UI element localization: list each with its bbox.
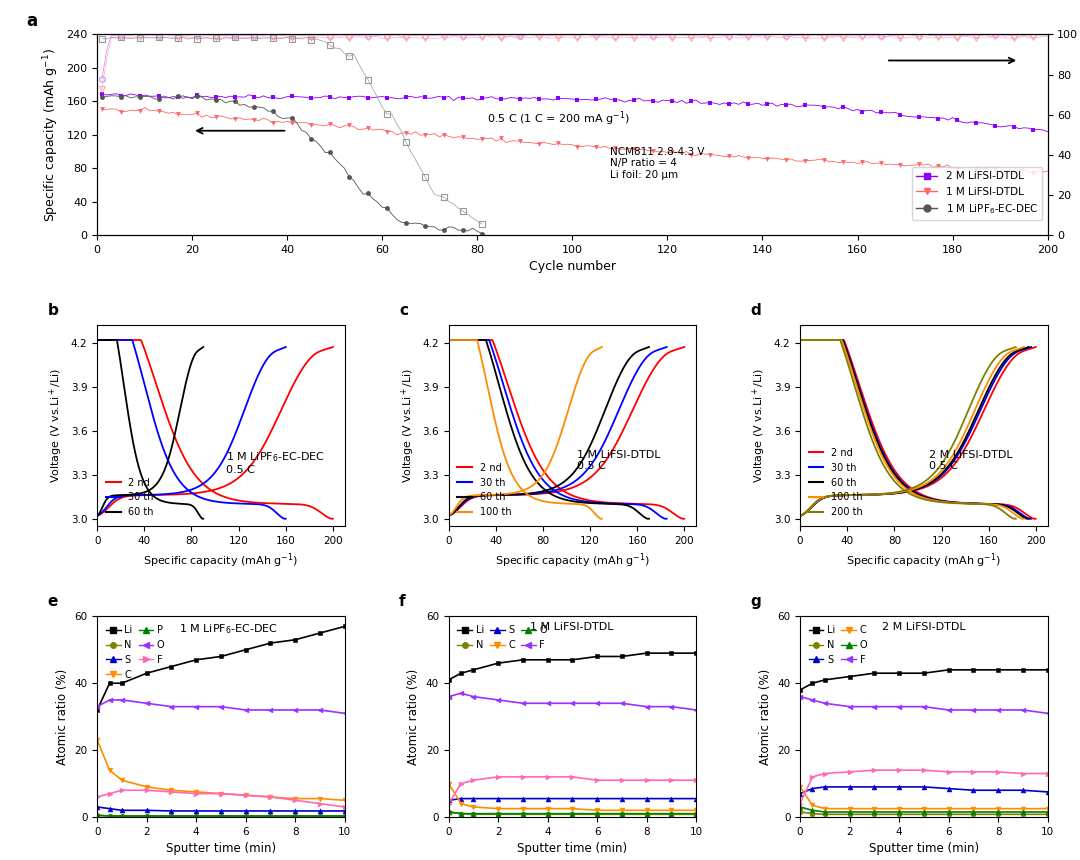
Legend: 2 nd, 30 th, 60 th: 2 nd, 30 th, 60 th: [103, 474, 158, 521]
X-axis label: Specific capacity (mAh g$^{-1}$): Specific capacity (mAh g$^{-1}$): [495, 551, 650, 570]
Y-axis label: Voltage (V vs.Li$^+$/Li): Voltage (V vs.Li$^+$/Li): [48, 368, 65, 483]
Text: 1 M LiFSI-DTDL: 1 M LiFSI-DTDL: [530, 623, 613, 632]
Text: 2 M LiFSI-DTDL: 2 M LiFSI-DTDL: [881, 623, 966, 632]
Text: 1 M LiFSI-DTDL
0.5 C: 1 M LiFSI-DTDL 0.5 C: [578, 450, 661, 471]
Text: e: e: [48, 594, 58, 609]
Text: 1 M LiPF$_6$-EC-DEC
0.5 C: 1 M LiPF$_6$-EC-DEC 0.5 C: [226, 450, 325, 476]
Text: f: f: [400, 594, 406, 609]
Text: NCM811 2.8-4.3 V
N/P ratio = 4
Li foil: 20 μm: NCM811 2.8-4.3 V N/P ratio = 4 Li foil: …: [610, 147, 705, 180]
Legend: 2 nd, 30 th, 60 th, 100 th: 2 nd, 30 th, 60 th, 100 th: [454, 459, 515, 521]
Y-axis label: Atomic ratio (%): Atomic ratio (%): [407, 668, 420, 765]
Text: b: b: [48, 304, 58, 318]
Legend: Li, N, S, C, O, F: Li, N, S, C, O, F: [454, 621, 551, 654]
Y-axis label: Voltage (V vs.Li$^+$/Li): Voltage (V vs.Li$^+$/Li): [751, 368, 768, 483]
Text: 2 M LiFSI-DTDL
0.5 C: 2 M LiFSI-DTDL 0.5 C: [929, 450, 1012, 471]
X-axis label: Cycle number: Cycle number: [529, 261, 616, 273]
Text: 1 M LiPF$_6$-EC-DEC: 1 M LiPF$_6$-EC-DEC: [179, 623, 278, 636]
Text: d: d: [751, 304, 761, 318]
X-axis label: Specific capacity (mAh g$^{-1}$): Specific capacity (mAh g$^{-1}$): [144, 551, 298, 570]
Y-axis label: Atomic ratio (%): Atomic ratio (%): [758, 668, 772, 765]
Legend: 2 nd, 30 th, 60 th, 100 th, 200 th: 2 nd, 30 th, 60 th, 100 th, 200 th: [805, 444, 867, 521]
Text: c: c: [400, 304, 408, 318]
X-axis label: Sputter time (min): Sputter time (min): [166, 842, 276, 856]
Legend: 2 M LiFSI-DTDL, 1 M LiFSI-DTDL, 1 M LiPF$_6$-EC-DEC: 2 M LiFSI-DTDL, 1 M LiFSI-DTDL, 1 M LiPF…: [913, 168, 1042, 220]
Y-axis label: Atomic ratio (%): Atomic ratio (%): [56, 668, 69, 765]
Text: a: a: [26, 12, 37, 30]
Y-axis label: Specific capacity (mAh g$^{-1}$): Specific capacity (mAh g$^{-1}$): [41, 48, 60, 222]
Text: 0.5 C (1 C = 200 mA g$^{-1}$): 0.5 C (1 C = 200 mA g$^{-1}$): [487, 109, 630, 128]
Legend: Li, N, S, C, O, F: Li, N, S, C, O, F: [805, 621, 872, 669]
X-axis label: Sputter time (min): Sputter time (min): [868, 842, 978, 856]
X-axis label: Sputter time (min): Sputter time (min): [517, 842, 627, 856]
Legend: Li, N, S, C, P, O, F: Li, N, S, C, P, O, F: [103, 621, 168, 684]
Y-axis label: Voltage (V vs.Li$^+$/Li): Voltage (V vs.Li$^+$/Li): [400, 368, 417, 483]
X-axis label: Specific capacity (mAh g$^{-1}$): Specific capacity (mAh g$^{-1}$): [847, 551, 1001, 570]
Text: g: g: [751, 594, 761, 609]
